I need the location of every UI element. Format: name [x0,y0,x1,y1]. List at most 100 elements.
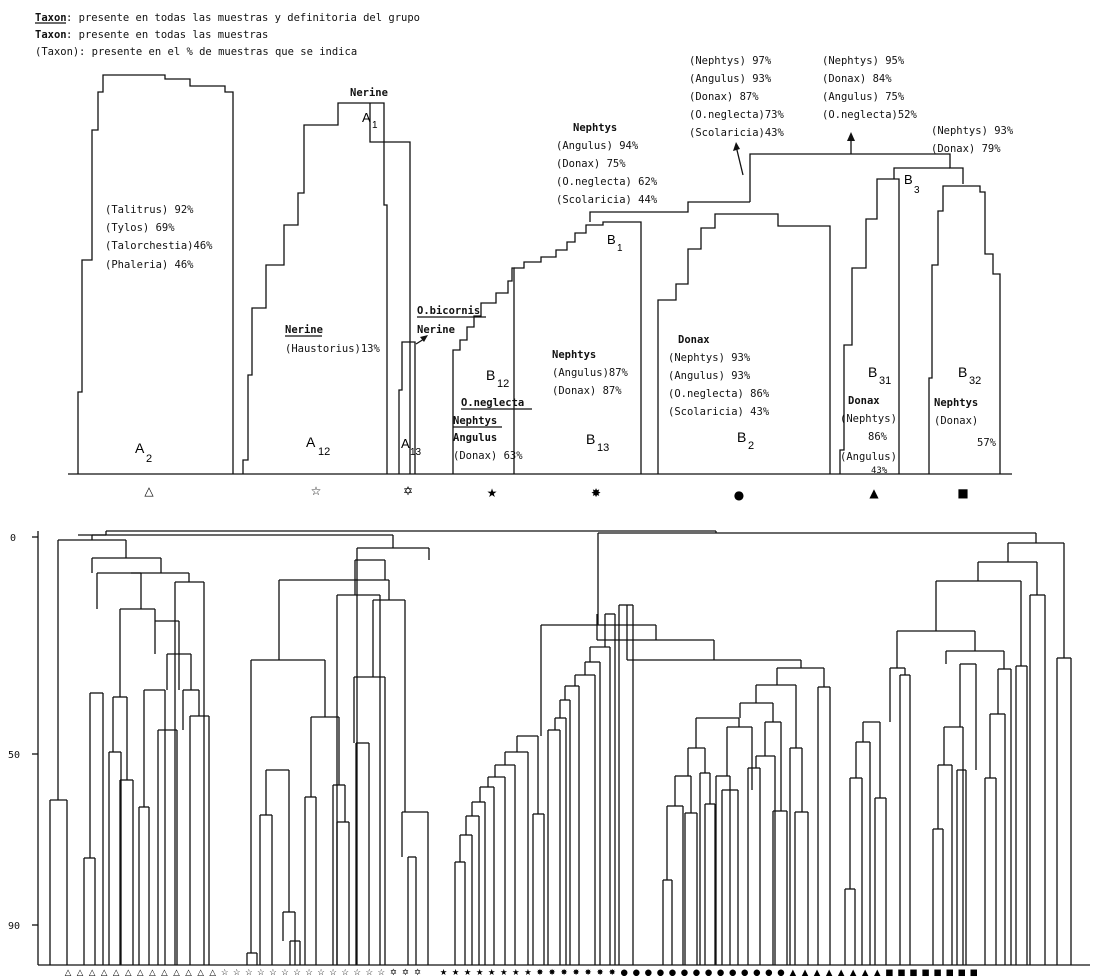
B2-taxon-1: Donax [678,334,710,346]
sample-symbol: ▲ [826,968,833,978]
sample-symbol: ✸ [597,968,604,978]
legend: Taxon : presente en todas las muestras y… [35,12,420,58]
sample-symbol: △ [77,968,84,978]
B13-symbol: ✸ [591,486,601,500]
sample-symbol: ● [777,968,784,978]
B-taxon-5: (Scolaricia)43% [689,127,785,139]
dendrogram-branches [49,530,1072,965]
B12-label: B [486,367,495,383]
sample-symbol: ▲ [814,968,821,978]
sample-symbol: ● [753,968,760,978]
B1-label: B [607,232,616,247]
B-root-join [749,153,964,202]
sample-symbol: ● [729,968,736,978]
B31-taxon-3: 86% [868,431,888,443]
sample-symbol: ☆ [269,968,277,978]
sample-symbol: ★ [500,968,508,978]
B1-taxon-4: (O.neglecta) 62% [556,176,658,188]
B2-profile [657,213,831,474]
B2-taxon-4: (O.neglecta) 86% [668,388,770,400]
B13-profile [514,221,642,474]
group-symbols: △ ☆ ✡ ★ ✸ ● ▲ ■ [144,484,968,502]
B1-sub: 1 [617,243,623,254]
A13-arrow-head [420,335,428,342]
A12-profile [242,102,388,474]
A1-sub: 1 [372,120,378,131]
legend-taxon-3: (Taxon) [35,46,79,58]
B31-profile [839,178,900,474]
B3-connector [893,167,950,179]
sample-symbol: ● [705,968,712,978]
tick-50: 50 [8,750,20,761]
sample-symbol: ▲ [838,968,845,978]
B2-label: B [737,429,746,445]
legend-taxon-2: Taxon [35,29,67,41]
sample-symbol: ▲ [874,968,881,978]
A12-label: A [306,434,316,450]
sample-symbol: ▲ [790,968,797,978]
B1-taxon-5: (Scolaricia) 44% [556,194,658,206]
B12-sub: 12 [497,378,509,390]
B3-sub: 3 [914,185,920,196]
sample-symbol: ☆ [281,968,289,978]
B2-symbol: ● [734,488,744,502]
sample-symbol: ☆ [233,968,241,978]
A2-taxon-4: (Phaleria) 46% [105,259,194,271]
sample-symbol: ● [645,968,652,978]
B2-taxon-2: (Nephtys) 93% [668,352,751,364]
A13-taxon-1: O.bicornis [417,305,480,317]
B13-sub: 13 [597,442,609,454]
tick-0: 0 [10,533,16,544]
A1-label: A [362,110,371,125]
sample-symbol: ▲ [802,968,809,978]
B3-taxon-1: (Nephtys) 93% [931,125,1014,137]
sample-symbol: ★ [524,968,532,978]
A12-taxon-1: Nerine [285,324,323,336]
B-taxon-2: (Angulus) 93% [689,73,772,85]
root-taxon-1: (Nephtys) 95% [822,55,905,67]
sample-symbol: ☆ [377,968,385,978]
B1-taxon-1: Nephtys [573,122,617,134]
sample-symbol: ★ [476,968,484,978]
sample-symbol: ■ [933,968,941,978]
A13-symbol: ✡ [403,484,413,498]
root-taxon-2: (Donax) 84% [822,73,892,85]
sample-symbol: △ [149,968,156,978]
B31-taxon-1: Donax [848,395,880,407]
sample-symbol: ☆ [353,968,361,978]
B31-label: B [868,364,877,380]
A1-taxon: Nerine [350,87,388,99]
sample-symbol: ● [717,968,724,978]
sample-symbol: ☆ [221,968,229,978]
B12-taxon-3: Angulus [453,432,497,444]
sample-symbol: ☆ [305,968,313,978]
sample-symbol: ✡ [402,968,409,978]
sample-symbol: △ [89,968,96,978]
sample-symbol: ☆ [341,968,349,978]
B32-symbol: ■ [957,486,968,500]
B31-taxon-4: (Angulus) [840,451,897,463]
A2-taxon-2: (Tylos) 69% [105,222,175,234]
A13-sub: 13 [410,447,422,458]
sample-symbol: ☆ [329,968,337,978]
sample-symbol: △ [137,968,144,978]
B32-taxon-3: 57% [977,437,997,449]
B12-taxon-2: Nephtys [453,415,497,427]
B-taxon-1: (Nephtys) 97% [689,55,772,67]
B31-symbol: ▲ [869,486,879,500]
group-texts: (Talitrus) 92% (Tylos) 69% (Talorchestia… [105,55,1014,476]
sample-symbol: △ [209,968,216,978]
sample-symbol: △ [65,968,72,978]
B12-profile [452,267,515,474]
sample-symbol: ■ [909,968,917,978]
B13-taxon-1: Nephtys [552,349,596,361]
B-taxon-4: (O.neglecta)73% [689,109,785,121]
sample-symbol: △ [173,968,180,978]
sample-symbol: ✸ [609,968,616,978]
sample-symbol: ✡ [414,968,421,978]
sample-symbol: ★ [488,968,496,978]
sample-symbol: ★ [464,968,472,978]
B32-label: B [958,364,967,380]
B2-taxon-5: (Scolaricia) 43% [668,406,770,418]
A12-sub: 12 [318,446,330,458]
